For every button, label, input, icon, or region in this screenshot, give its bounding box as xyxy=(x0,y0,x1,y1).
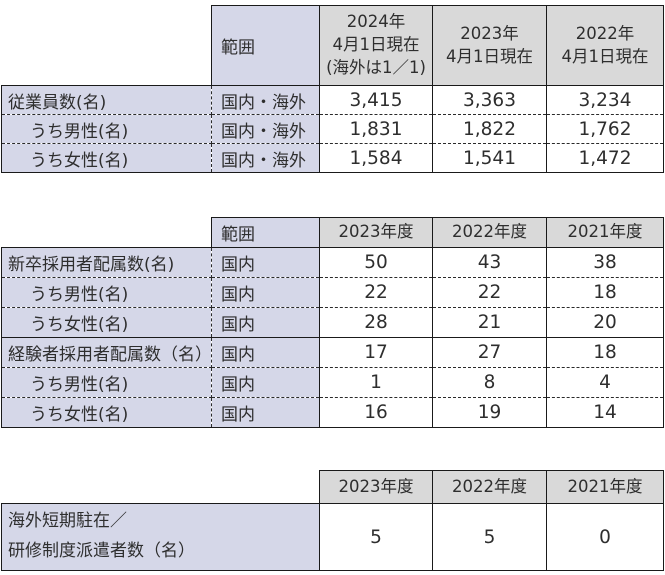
year-column-header: 2024年 4月1日現在 (海外は1／1) xyxy=(319,5,433,86)
value-cell: 4 xyxy=(546,367,664,398)
row-label: うち男性(名) xyxy=(1,367,212,398)
year-column-header: 2021年度 xyxy=(546,217,664,248)
scope-cell: 国内 xyxy=(211,247,320,278)
value-cell: 18 xyxy=(546,337,664,368)
year-column-header: 2022年度 xyxy=(432,217,547,248)
value-cell: 3,234 xyxy=(546,85,664,115)
value-cell: 27 xyxy=(432,337,547,368)
value-cell: 50 xyxy=(319,247,433,278)
value-cell: 38 xyxy=(546,247,664,278)
scope-cell: 国内・海外 xyxy=(211,143,320,173)
value-cell: 19 xyxy=(432,397,547,428)
year-column-header: 2023年 4月1日現在 xyxy=(432,5,547,86)
scope-cell: 国内 xyxy=(211,367,320,398)
value-cell: 21 xyxy=(432,307,547,338)
value-cell: 43 xyxy=(432,247,547,278)
row-label: うち女性(名) xyxy=(1,143,212,173)
row-label: 新卒採用者配属数(名) xyxy=(1,247,212,278)
table-row: うち男性(名) 国内 22 22 18 xyxy=(1,277,664,308)
value-cell: 18 xyxy=(546,277,664,308)
scope-column-header: 範囲 xyxy=(211,217,320,248)
value-cell: 0 xyxy=(546,503,664,571)
table-row: うち女性(名) 国内・海外 1,584 1,541 1,472 xyxy=(1,143,664,173)
table-row: 海外短期駐在／ 研修制度派遣者数（名） 5 5 0 xyxy=(1,503,664,571)
row-label: 海外短期駐在／ 研修制度派遣者数（名） xyxy=(1,503,320,571)
value-cell: 3,363 xyxy=(432,85,547,115)
value-cell: 1,762 xyxy=(546,114,664,144)
scope-cell: 国内 xyxy=(211,307,320,338)
employees-table: 範囲 2024年 4月1日現在 (海外は1／1) 2023年 4月1日現在 20… xyxy=(1,5,664,173)
row-label: うち男性(名) xyxy=(1,114,212,144)
table-row: 従業員数(名) 国内・海外 3,415 3,363 3,234 xyxy=(1,85,664,115)
corner-spacer xyxy=(1,470,320,504)
year-column-header: 2021年度 xyxy=(546,470,664,504)
value-cell: 16 xyxy=(319,397,433,428)
year-column-header: 2022年度 xyxy=(432,470,547,504)
value-cell: 8 xyxy=(432,367,547,398)
value-cell: 28 xyxy=(319,307,433,338)
scope-cell: 国内 xyxy=(211,397,320,428)
value-cell: 22 xyxy=(432,277,547,308)
table-row: 新卒採用者配属数(名) 国内 50 43 38 xyxy=(1,247,664,278)
row-label: うち男性(名) xyxy=(1,277,212,308)
value-cell: 1,831 xyxy=(319,114,433,144)
table-row: うち女性(名) 国内 28 21 20 xyxy=(1,307,664,338)
scope-cell: 国内・海外 xyxy=(211,114,320,144)
scope-cell: 国内 xyxy=(211,277,320,308)
value-cell: 14 xyxy=(546,397,664,428)
value-cell: 5 xyxy=(432,503,547,571)
value-cell: 5 xyxy=(319,503,433,571)
table-row: 経験者採用者配属数（名） 国内 17 27 18 xyxy=(1,337,664,368)
value-cell: 22 xyxy=(319,277,433,308)
table-row: うち男性(名) 国内 1 8 4 xyxy=(1,367,664,398)
overseas-dispatch-table: 2023年度 2022年度 2021年度 海外短期駐在／ 研修制度派遣者数（名）… xyxy=(1,470,664,571)
year-column-header: 2022年 4月1日現在 xyxy=(546,5,664,86)
table-row: うち女性(名) 国内 16 19 14 xyxy=(1,397,664,428)
value-cell: 1,541 xyxy=(432,143,547,173)
scope-column-header: 範囲 xyxy=(211,5,320,86)
value-cell: 1,822 xyxy=(432,114,547,144)
value-cell: 3,415 xyxy=(319,85,433,115)
value-cell: 1,472 xyxy=(546,143,664,173)
value-cell: 1 xyxy=(319,367,433,398)
value-cell: 1,584 xyxy=(319,143,433,173)
row-label: 経験者採用者配属数（名） xyxy=(1,337,212,368)
row-label: うち女性(名) xyxy=(1,397,212,428)
value-cell: 17 xyxy=(319,337,433,368)
table-row: うち男性(名) 国内・海外 1,831 1,822 1,762 xyxy=(1,114,664,144)
row-label: うち女性(名) xyxy=(1,307,212,338)
hires-table: 範囲 2023年度 2022年度 2021年度 新卒採用者配属数(名) 国内 5… xyxy=(1,217,664,428)
corner-spacer xyxy=(1,5,212,86)
value-cell: 20 xyxy=(546,307,664,338)
scope-cell: 国内 xyxy=(211,337,320,368)
year-column-header: 2023年度 xyxy=(319,217,433,248)
row-label: 従業員数(名) xyxy=(1,85,212,115)
scope-cell: 国内・海外 xyxy=(211,85,320,115)
corner-spacer xyxy=(1,217,212,248)
year-column-header: 2023年度 xyxy=(319,470,433,504)
